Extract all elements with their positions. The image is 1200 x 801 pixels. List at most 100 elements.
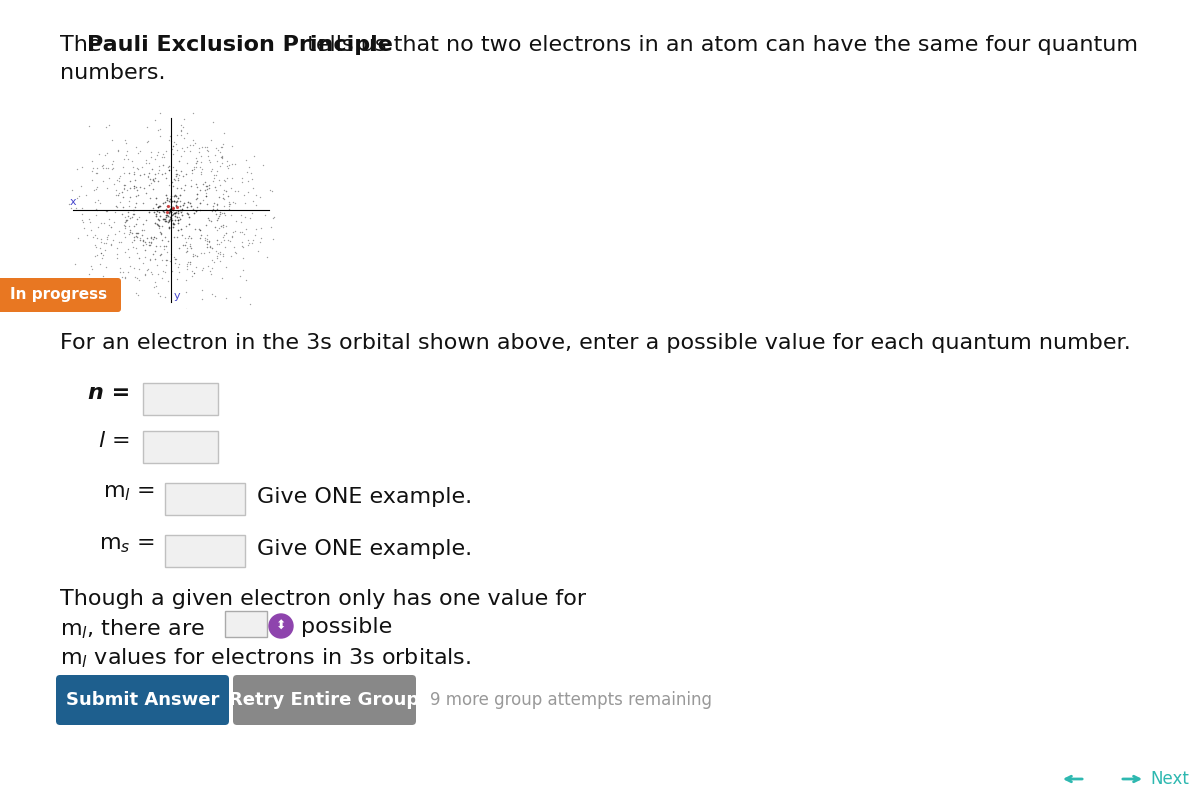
Point [96, 237, 115, 250]
Point [199, 149, 218, 162]
Point [85, 196, 104, 209]
Point [185, 223, 204, 235]
Point [160, 222, 179, 235]
Point [264, 211, 283, 223]
Point [92, 159, 112, 171]
Text: Next: Next [1150, 770, 1189, 788]
Point [180, 196, 199, 209]
Point [214, 250, 233, 263]
Point [187, 191, 206, 204]
Point [142, 151, 161, 164]
Point [91, 241, 110, 254]
Point [137, 154, 156, 167]
Point [173, 199, 192, 211]
Point [179, 211, 198, 223]
Point [144, 248, 163, 260]
Point [94, 175, 113, 187]
Point [194, 247, 214, 260]
Point [208, 164, 227, 177]
Point [211, 207, 230, 220]
Point [178, 127, 197, 139]
Point [154, 264, 173, 277]
Point [82, 165, 101, 178]
Point [166, 207, 185, 219]
Point [235, 196, 254, 209]
Point [199, 181, 218, 194]
Point [110, 170, 130, 183]
Point [182, 163, 202, 176]
Point [133, 233, 152, 246]
Point [82, 155, 101, 167]
Point [133, 239, 152, 252]
Point [226, 157, 245, 170]
Point [173, 203, 192, 216]
Point [216, 175, 235, 188]
Point [174, 170, 193, 183]
Point [239, 239, 258, 252]
Point [166, 210, 185, 223]
Point [115, 134, 134, 147]
Point [98, 228, 118, 241]
Point [218, 162, 238, 175]
Point [128, 147, 148, 159]
Point [107, 174, 126, 187]
Point [160, 207, 179, 219]
Point [131, 169, 150, 182]
Point [264, 233, 283, 246]
Point [113, 191, 132, 203]
Point [208, 143, 227, 156]
Point [100, 219, 119, 231]
Point [65, 258, 84, 271]
Point [144, 230, 163, 243]
Point [162, 135, 181, 147]
Point [167, 138, 186, 151]
Point [145, 171, 164, 184]
Point [70, 189, 89, 202]
Point [251, 191, 270, 203]
Point [198, 143, 217, 156]
Point [245, 228, 264, 241]
Point [234, 264, 253, 277]
Point [181, 237, 200, 250]
Point [210, 191, 229, 203]
Point [125, 180, 144, 193]
Point [204, 115, 223, 128]
Point [199, 235, 218, 248]
Point [210, 205, 229, 218]
Point [208, 155, 227, 167]
Point [169, 223, 188, 236]
Point [211, 151, 230, 163]
Point [236, 154, 256, 167]
Point [206, 198, 226, 211]
Point [204, 203, 223, 215]
Point [187, 200, 206, 213]
Text: The: The [60, 35, 109, 55]
Point [262, 221, 281, 234]
Point [208, 203, 227, 215]
Point [202, 165, 221, 178]
Point [176, 167, 196, 180]
Point [277, 187, 296, 199]
Point [209, 210, 228, 223]
Point [78, 228, 97, 241]
Point [140, 253, 160, 266]
Point [150, 206, 169, 219]
Point [184, 160, 203, 173]
Point [208, 233, 227, 246]
Point [127, 227, 146, 239]
Point [152, 150, 172, 163]
Point [149, 175, 168, 187]
Point [164, 217, 184, 230]
Point [91, 246, 110, 259]
Point [127, 213, 146, 226]
Point [110, 266, 130, 279]
Point [160, 206, 179, 219]
Point [170, 213, 190, 226]
Point [149, 159, 168, 172]
Point [119, 243, 138, 256]
Point [162, 208, 181, 221]
Point [251, 235, 270, 248]
Point [187, 205, 206, 218]
Point [136, 235, 155, 248]
Point [125, 179, 144, 192]
